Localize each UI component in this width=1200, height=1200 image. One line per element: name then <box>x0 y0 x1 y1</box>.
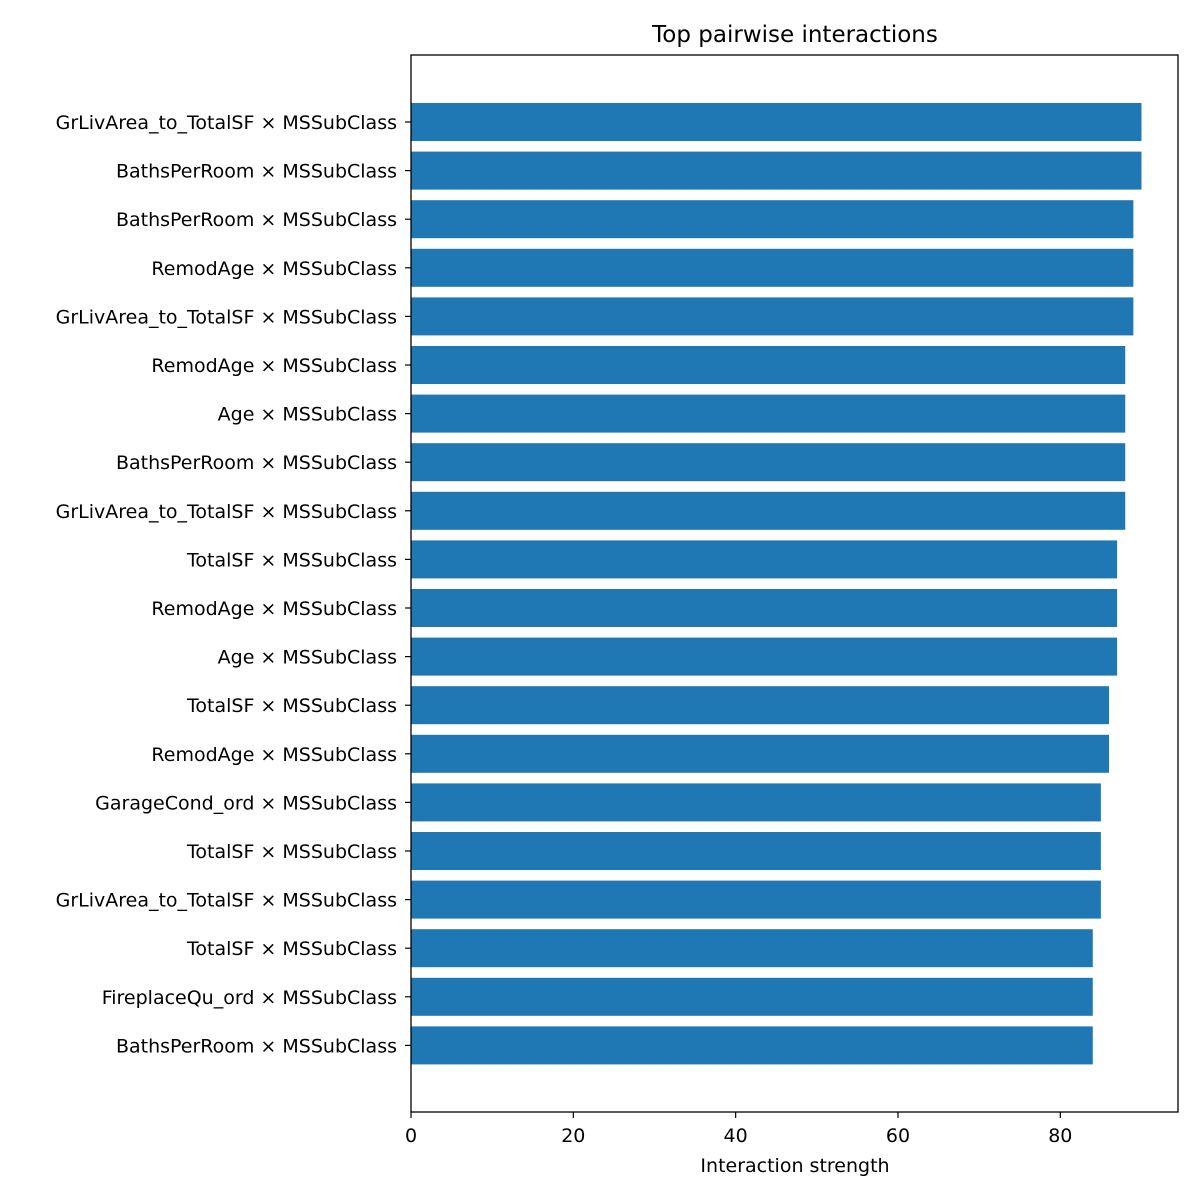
bar <box>411 929 1093 968</box>
chart-title: Top pairwise interactions <box>651 22 938 48</box>
category-label: GrLivArea_to_TotalSF × MSSubClass <box>56 112 397 134</box>
bar <box>411 248 1134 287</box>
bar <box>411 637 1118 676</box>
bar <box>411 103 1142 141</box>
x-tick-label: 40 <box>724 1125 748 1147</box>
x-axis-ticks: 0 20 40 60 80 <box>405 1112 1072 1147</box>
category-label: RemodAge × MSSubClass <box>151 258 397 280</box>
bar <box>411 783 1101 822</box>
x-tick-label: 60 <box>886 1125 910 1147</box>
category-labels: GrLivArea_to_TotalSF × MSSubClass BathsPe… <box>56 112 411 1057</box>
bar <box>411 151 1142 190</box>
category-label: GrLivArea_to_TotalSF × MSSubClass <box>56 306 397 328</box>
category-label: TotalSF × MSSubClass <box>186 841 397 863</box>
bar <box>411 589 1118 627</box>
bars-group <box>411 103 1142 1065</box>
category-label: GrLivArea_to_TotalSF × MSSubClass <box>56 501 397 523</box>
category-label: RemodAge × MSSubClass <box>151 355 397 377</box>
bar <box>411 443 1126 482</box>
category-label: TotalSF × MSSubClass <box>186 938 397 960</box>
category-label: BathsPerRoom × MSSubClass <box>116 209 397 231</box>
category-label: BathsPerRoom × MSSubClass <box>116 452 397 474</box>
category-label: TotalSF × MSSubClass <box>186 549 397 571</box>
bar <box>411 977 1093 1016</box>
bar <box>411 1026 1093 1065</box>
category-label: TotalSF × MSSubClass <box>186 695 397 717</box>
category-label: FireplaceQu_ord × MSSubClass <box>102 987 397 1009</box>
bar <box>411 734 1110 773</box>
category-label: RemodAge × MSSubClass <box>151 744 397 766</box>
category-label: BathsPerRoom × MSSubClass <box>116 1035 397 1057</box>
bar <box>411 200 1134 239</box>
category-label: Age × MSSubClass <box>218 404 397 426</box>
bar <box>411 346 1126 384</box>
bar <box>411 540 1118 579</box>
x-tick-label: 0 <box>405 1125 417 1147</box>
bar <box>411 832 1101 870</box>
category-label: GarageCond_ord × MSSubClass <box>95 792 397 814</box>
x-tick-label: 20 <box>561 1125 585 1147</box>
category-label: GrLivArea_to_TotalSF × MSSubClass <box>56 890 397 912</box>
bar <box>411 686 1110 725</box>
plot-frame <box>410 54 1179 1113</box>
x-tick-label: 80 <box>1048 1125 1072 1147</box>
bar <box>411 297 1134 336</box>
category-label: BathsPerRoom × MSSubClass <box>116 161 397 183</box>
bar <box>411 394 1126 433</box>
x-axis-label: Interaction strength <box>700 1155 889 1177</box>
bar <box>411 491 1126 530</box>
bar <box>411 880 1101 919</box>
category-label: RemodAge × MSSubClass <box>151 598 397 620</box>
category-label: Age × MSSubClass <box>218 647 397 669</box>
